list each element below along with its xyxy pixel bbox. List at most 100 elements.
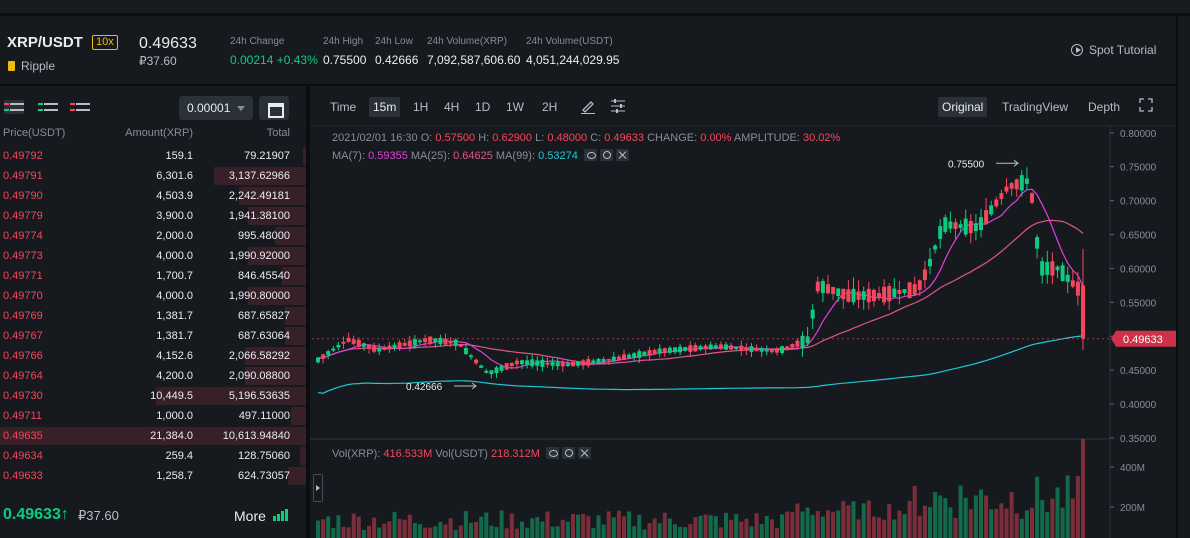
- spot-tutorial-link[interactable]: Spot Tutorial: [1071, 43, 1156, 57]
- orderbook-row[interactable]: 0.49790 4,503.9 2,242.49181: [0, 186, 306, 206]
- volume-bar: [453, 529, 458, 538]
- volume-bar: [494, 527, 499, 538]
- pair-title[interactable]: XRP/USDT: [7, 34, 83, 51]
- row-total: 2,066.58292: [228, 350, 290, 362]
- candle-body: [448, 340, 453, 344]
- y-tick-label: 0.55000: [1120, 298, 1157, 309]
- candle-body: [611, 356, 616, 362]
- orderbook-row[interactable]: 0.49769 1,381.7 687.65827: [0, 306, 306, 326]
- orderbook-row[interactable]: 0.49767 1,381.7 687.63064: [0, 326, 306, 346]
- vol-xrp-label: Vol(XRP):: [332, 448, 381, 460]
- candle-body: [622, 354, 626, 360]
- volume-bar: [504, 528, 509, 538]
- tick-size-select[interactable]: 0.00001: [179, 96, 253, 120]
- depth-bar: [275, 227, 306, 245]
- view-original[interactable]: Original: [938, 97, 988, 117]
- close-icon[interactable]: [577, 447, 591, 459]
- info-close: 0.49633: [604, 132, 645, 144]
- orderbook-row[interactable]: 0.49730 10,449.5 5,196.53635: [0, 386, 306, 406]
- orderbook-both-view-icon[interactable]: [4, 100, 24, 114]
- volume-bar: [647, 523, 652, 538]
- candle-body: [943, 217, 948, 232]
- candle-body: [673, 347, 677, 353]
- interval-1h[interactable]: 1H: [413, 100, 429, 114]
- row-amount: 2,000.0: [156, 230, 193, 242]
- orderbook-bids-view-icon[interactable]: [38, 100, 58, 114]
- orderbook-row[interactable]: 0.49774 2,000.0 995.48000: [0, 226, 306, 246]
- eye-icon[interactable]: [545, 447, 559, 459]
- settings-circle-icon[interactable]: [561, 447, 575, 459]
- chevron-down-icon: [237, 106, 245, 111]
- price-chart[interactable]: 0.80000 0.75000 0.70000 0.65000 0.60000 0.550…: [310, 86, 1176, 538]
- candle-body: [418, 340, 422, 343]
- interval-15m[interactable]: 15m: [369, 97, 401, 117]
- orderbook-row[interactable]: 0.49766 4,152.6 2,066.58292: [0, 346, 306, 366]
- volume-bar: [1040, 500, 1045, 538]
- volume-bar: [382, 523, 387, 538]
- volume-bar: [968, 509, 973, 538]
- candle-body: [341, 341, 346, 344]
- orderbook-row[interactable]: 0.49635 21,384.0 10,613.94840: [0, 426, 306, 446]
- candle-body: [555, 362, 560, 367]
- y-tick-label: 0.35000: [1120, 434, 1157, 445]
- volume-bar: [897, 510, 902, 538]
- view-depth[interactable]: Depth: [1088, 100, 1121, 114]
- orderbook-row[interactable]: 0.49633 1,258.7 624.73057: [0, 466, 306, 486]
- volume-bar: [724, 512, 728, 538]
- candle-body: [397, 342, 402, 349]
- volume-bar: [407, 514, 412, 538]
- row-total: 2,090.08800: [228, 370, 290, 382]
- orderbook-row[interactable]: 0.49764 4,200.0 2,090.08800: [0, 366, 306, 386]
- ma99-value: 0.53274: [538, 150, 578, 162]
- interval-4h[interactable]: 4H: [444, 100, 460, 114]
- volume-bar: [565, 521, 570, 538]
- orderbook-more-link[interactable]: More: [234, 508, 266, 524]
- candle-body: [1081, 285, 1085, 339]
- row-price: 0.49791: [3, 170, 43, 182]
- orderbook-row[interactable]: 0.49773 4,000.0 1,990.92000: [0, 246, 306, 266]
- volume-bar: [877, 517, 881, 538]
- close-icon[interactable]: [615, 149, 629, 161]
- pencil-icon[interactable]: [580, 98, 596, 114]
- candle-body: [535, 360, 540, 366]
- interval-2h-dropdown[interactable]: 2H: [542, 100, 558, 114]
- orderbook-row[interactable]: 0.49634 259.4 128.75060: [0, 446, 306, 466]
- orderbook-asks-view-icon[interactable]: [70, 100, 90, 114]
- volume-bar: [703, 514, 708, 538]
- row-price: 0.49770: [3, 290, 43, 302]
- settings-circle-icon[interactable]: [599, 149, 613, 161]
- orderbook-row[interactable]: 0.49792 159.1 79.21907: [0, 146, 306, 166]
- volume-bar: [397, 518, 402, 538]
- fullscreen-icon[interactable]: [1139, 98, 1153, 112]
- orderbook-row[interactable]: 0.49779 3,900.0 1,941.38100: [0, 206, 306, 226]
- volume-bar: [902, 514, 907, 538]
- interval-1d[interactable]: 1D: [475, 100, 491, 114]
- volume-bar: [601, 524, 606, 538]
- volume-bar: [780, 514, 785, 538]
- coin-name[interactable]: Ripple: [8, 59, 55, 73]
- interval-1w[interactable]: 1W: [506, 100, 524, 114]
- eye-icon[interactable]: [583, 149, 597, 161]
- depth-bar: [285, 307, 306, 325]
- candle-body: [688, 345, 693, 352]
- orderbook-row[interactable]: 0.49711 1,000.0 497.11000: [0, 406, 306, 426]
- orderbook-last-price[interactable]: 0.49633↑: [3, 506, 69, 524]
- indicator-settings-icon[interactable]: [610, 98, 626, 114]
- info-change-label: CHANGE:: [647, 132, 698, 144]
- candle-body: [928, 258, 932, 267]
- orderbook-row[interactable]: 0.49771 1,700.7 846.45540: [0, 266, 306, 286]
- candle-body: [897, 290, 902, 294]
- volume-bar: [392, 511, 397, 538]
- row-price: 0.49769: [3, 310, 43, 322]
- orderbook-row[interactable]: 0.49791 6,301.6 3,137.62966: [0, 166, 306, 186]
- collapse-toggle[interactable]: [313, 474, 323, 502]
- volume-bar: [953, 517, 958, 538]
- orderbook-settings-button[interactable]: [259, 96, 289, 120]
- view-tradingview[interactable]: TradingView: [1002, 100, 1069, 114]
- volume-bar: [775, 528, 779, 538]
- volume-bar: [627, 511, 632, 538]
- candle-body: [841, 288, 846, 300]
- orderbook-row[interactable]: 0.49770 4,000.0 1,990.80000: [0, 286, 306, 306]
- interval-time[interactable]: Time: [330, 100, 357, 114]
- candle-body: [356, 339, 361, 347]
